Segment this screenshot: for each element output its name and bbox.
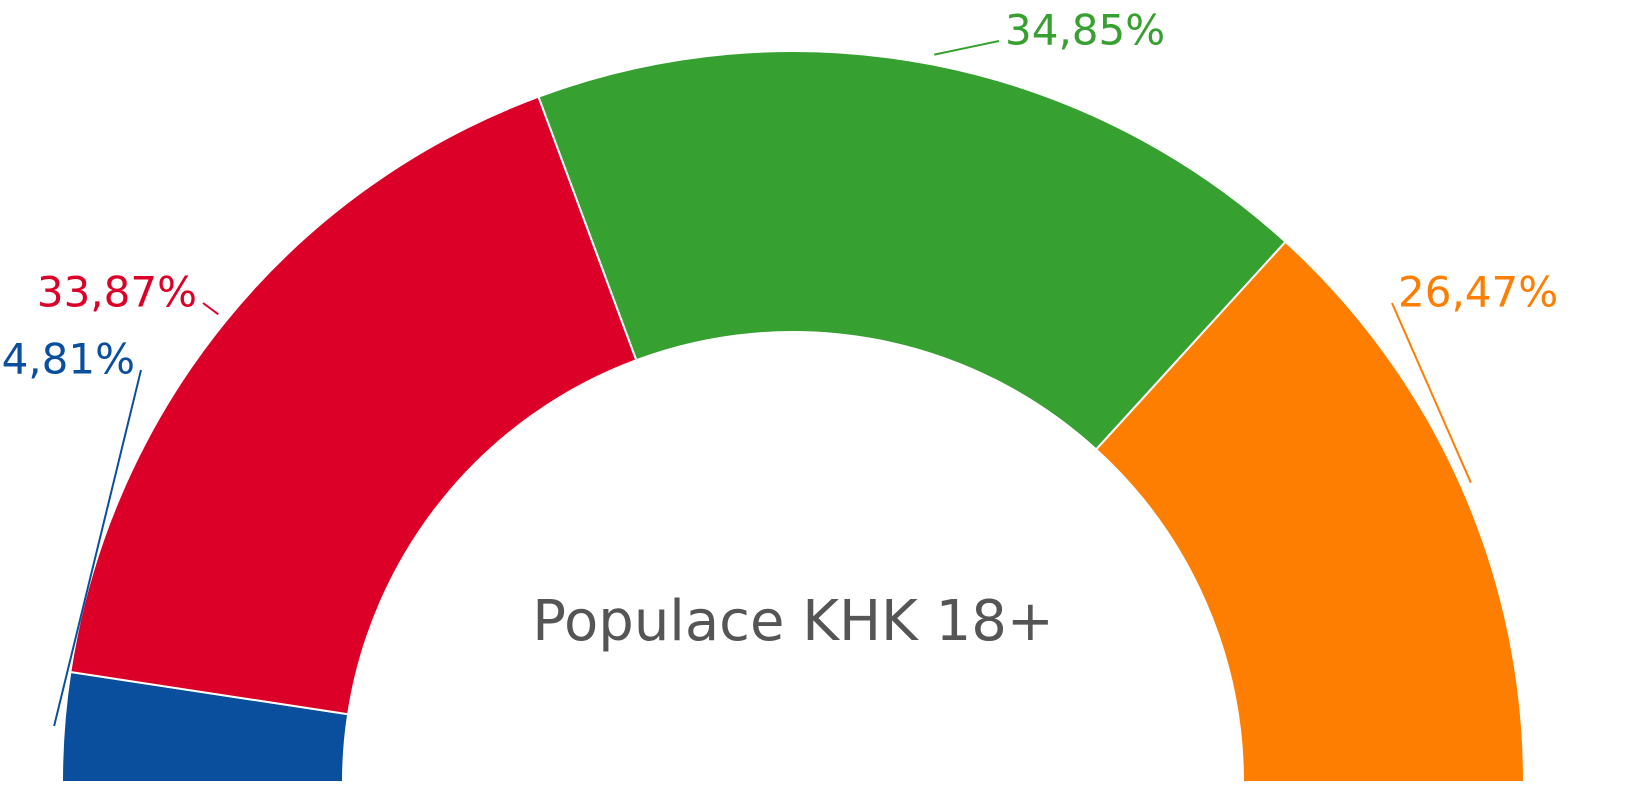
leader-line <box>1391 302 1472 484</box>
labels: 4,81% 33,87% 34,85% 26,47% <box>2 6 1558 727</box>
leader-line <box>934 40 1000 56</box>
slice <box>537 50 1287 451</box>
data-label: 34,85% <box>1005 6 1165 55</box>
slice <box>1094 240 1526 783</box>
leader-line <box>202 302 219 316</box>
slices <box>60 50 1526 783</box>
data-label: 26,47% <box>1398 268 1558 317</box>
data-label: 33,87% <box>37 268 197 317</box>
center-label: Populace KHK 18+ <box>532 589 1054 654</box>
slice <box>69 95 638 716</box>
data-label: 4,81% <box>2 335 135 384</box>
leader-line <box>53 369 142 727</box>
